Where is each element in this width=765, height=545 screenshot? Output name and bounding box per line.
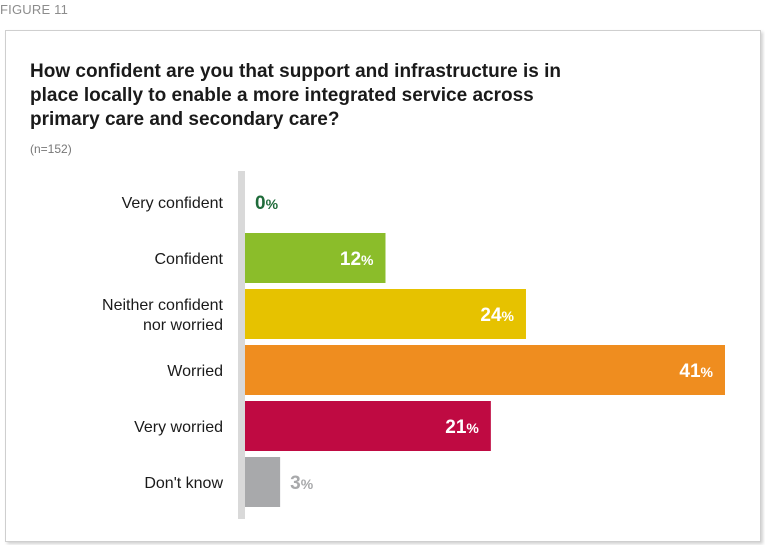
category-label: Worried — [167, 363, 223, 380]
bar — [245, 289, 526, 339]
category-label: Neither confident nor worried — [102, 297, 224, 334]
value-label: 41% — [679, 361, 713, 382]
category-label: Very confident — [122, 195, 224, 212]
category-label: Very worried — [134, 419, 223, 436]
category-label: Confident — [155, 251, 224, 268]
category-label: Don't know — [144, 475, 223, 492]
bar-chart: Very confident 0% Confident 12% Neither conf… — [102, 171, 725, 519]
value-label: 3% — [290, 473, 314, 494]
sample-size-note: (n=152) — [30, 142, 72, 156]
chart-card: How confident are you that support and i… — [5, 30, 761, 542]
bar — [245, 345, 725, 395]
figure-label: FIGURE 11 — [0, 2, 69, 17]
bar — [245, 401, 491, 451]
bar — [245, 233, 386, 283]
bar — [245, 457, 281, 507]
value-label: 0% — [255, 193, 279, 214]
value-label: 21% — [445, 417, 479, 438]
value-label: 12% — [340, 249, 374, 270]
y-axis-line — [238, 171, 245, 519]
chart-title: How confident are you that support and i… — [30, 61, 561, 130]
value-label: 24% — [480, 305, 514, 326]
